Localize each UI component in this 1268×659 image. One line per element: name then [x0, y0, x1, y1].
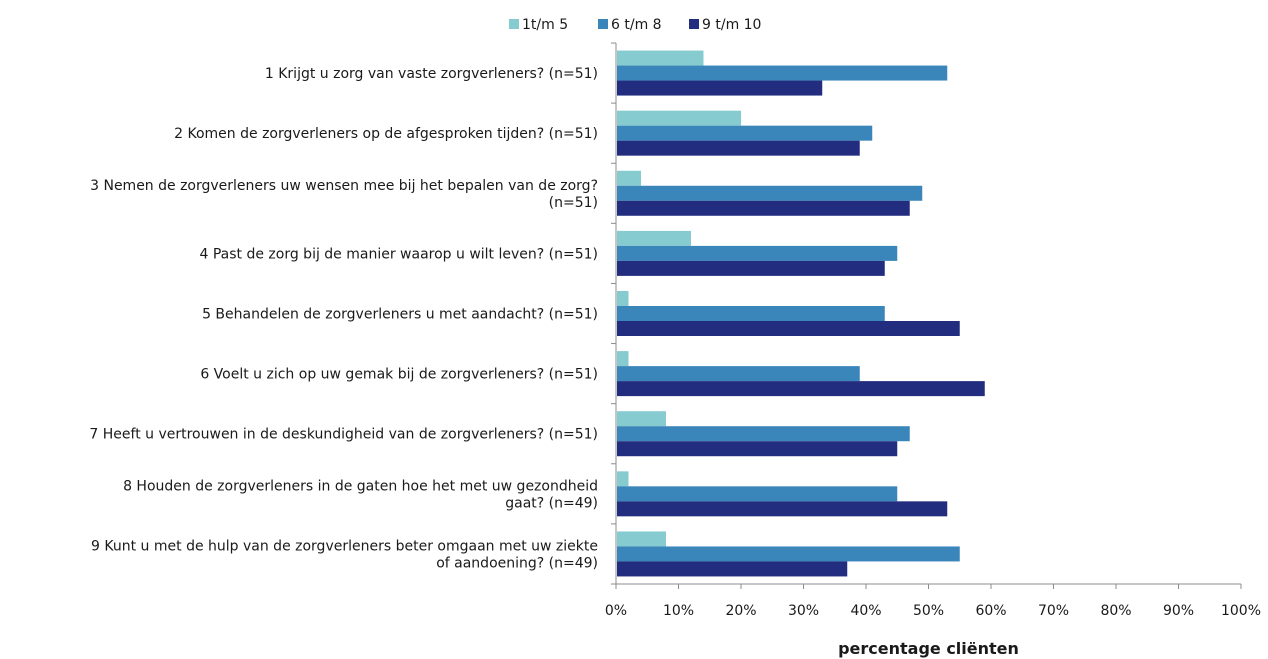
x-tick-label: 30% [788, 603, 819, 619]
bar-3-cat-3 [617, 200, 910, 216]
x-tick-label: 50% [913, 603, 944, 619]
bar-3-cat-6 [617, 381, 985, 397]
bar-2-cat-1 [617, 65, 948, 81]
bar-2-cat-6 [617, 366, 860, 382]
legend-label: 6 t/m 8 [611, 17, 662, 33]
x-tick-label: 80% [1100, 603, 1131, 619]
bar-2-cat-5 [617, 306, 885, 321]
bar-1-cat-7 [617, 411, 666, 427]
category-label: 5 Behandelen de zorgverleners u met aand… [202, 307, 598, 323]
category-label: 6 Voelt u zich op uw gemak bij de zorgve… [200, 367, 598, 383]
category-label: 4 Past de zorg bij de manier waarop u wi… [199, 246, 598, 262]
bar-2-cat-3 [617, 185, 923, 201]
bar-1-cat-4 [617, 230, 691, 246]
bar-2-cat-9 [617, 546, 960, 562]
category-labels: 1 Krijgt u zorg van vaste zorgverleners?… [89, 66, 598, 571]
bar-3-cat-4 [617, 260, 885, 276]
legend-swatch [509, 19, 519, 29]
x-tick-label: 90% [1163, 603, 1194, 619]
bar-3-cat-8 [617, 501, 948, 517]
bar-1-cat-8 [617, 471, 629, 487]
category-label: of aandoening? (n=49) [436, 555, 598, 571]
bar-3-cat-7 [617, 441, 898, 457]
bar-2-cat-2 [617, 125, 873, 141]
bar-3-cat-1 [617, 80, 823, 96]
legend-label: 1t/m 5 [522, 17, 568, 33]
category-label: 8 Houden de zorgverleners in de gaten ho… [123, 478, 598, 494]
category-label: gaat? (n=49) [505, 495, 598, 511]
bar-1-cat-6 [617, 351, 629, 367]
bar-1-cat-5 [617, 291, 629, 306]
bar-1-cat-9 [617, 531, 666, 547]
bar-3-cat-5 [617, 321, 960, 336]
bar-1-cat-3 [617, 170, 641, 186]
category-label: 1 Krijgt u zorg van vaste zorgverleners?… [265, 66, 598, 82]
x-tick-label: 100% [1221, 603, 1261, 619]
x-tick-label: 20% [725, 603, 756, 619]
bar-3-cat-9 [617, 561, 848, 577]
category-label: 3 Nemen de zorgverleners uw wensen mee b… [90, 178, 598, 194]
bar-1-cat-1 [617, 50, 704, 66]
legend-swatch [598, 19, 608, 29]
legend-swatch [689, 19, 699, 29]
x-tick-label: 40% [850, 603, 881, 619]
legend-label: 9 t/m 10 [702, 17, 761, 33]
x-tick-label: 60% [975, 603, 1006, 619]
category-label: (n=51) [549, 195, 598, 211]
x-tick-label: 0% [605, 603, 627, 619]
bar-1-cat-2 [617, 110, 741, 126]
x-ticks: 0% 10% 20% 30% 40% 50% 60% 70% 80% 90% 100% [605, 584, 1261, 619]
category-label: 9 Kunt u met de hulp van de zorgverlener… [91, 538, 598, 554]
category-label: 2 Komen de zorgverleners op de afgesprok… [174, 126, 598, 142]
bar-2-cat-7 [617, 426, 910, 442]
legend: 1t/m 5 6 t/m 8 9 t/m 10 [509, 17, 761, 33]
bars [617, 50, 985, 577]
bar-2-cat-4 [617, 245, 898, 261]
category-label: 7 Heeft u vertrouwen in de deskundigheid… [89, 427, 598, 443]
bar-2-cat-8 [617, 486, 898, 502]
bar-3-cat-2 [617, 140, 860, 156]
x-tick-label: 10% [663, 603, 694, 619]
x-tick-label: 70% [1038, 603, 1069, 619]
x-axis-title: percentage cliënten [838, 639, 1019, 658]
